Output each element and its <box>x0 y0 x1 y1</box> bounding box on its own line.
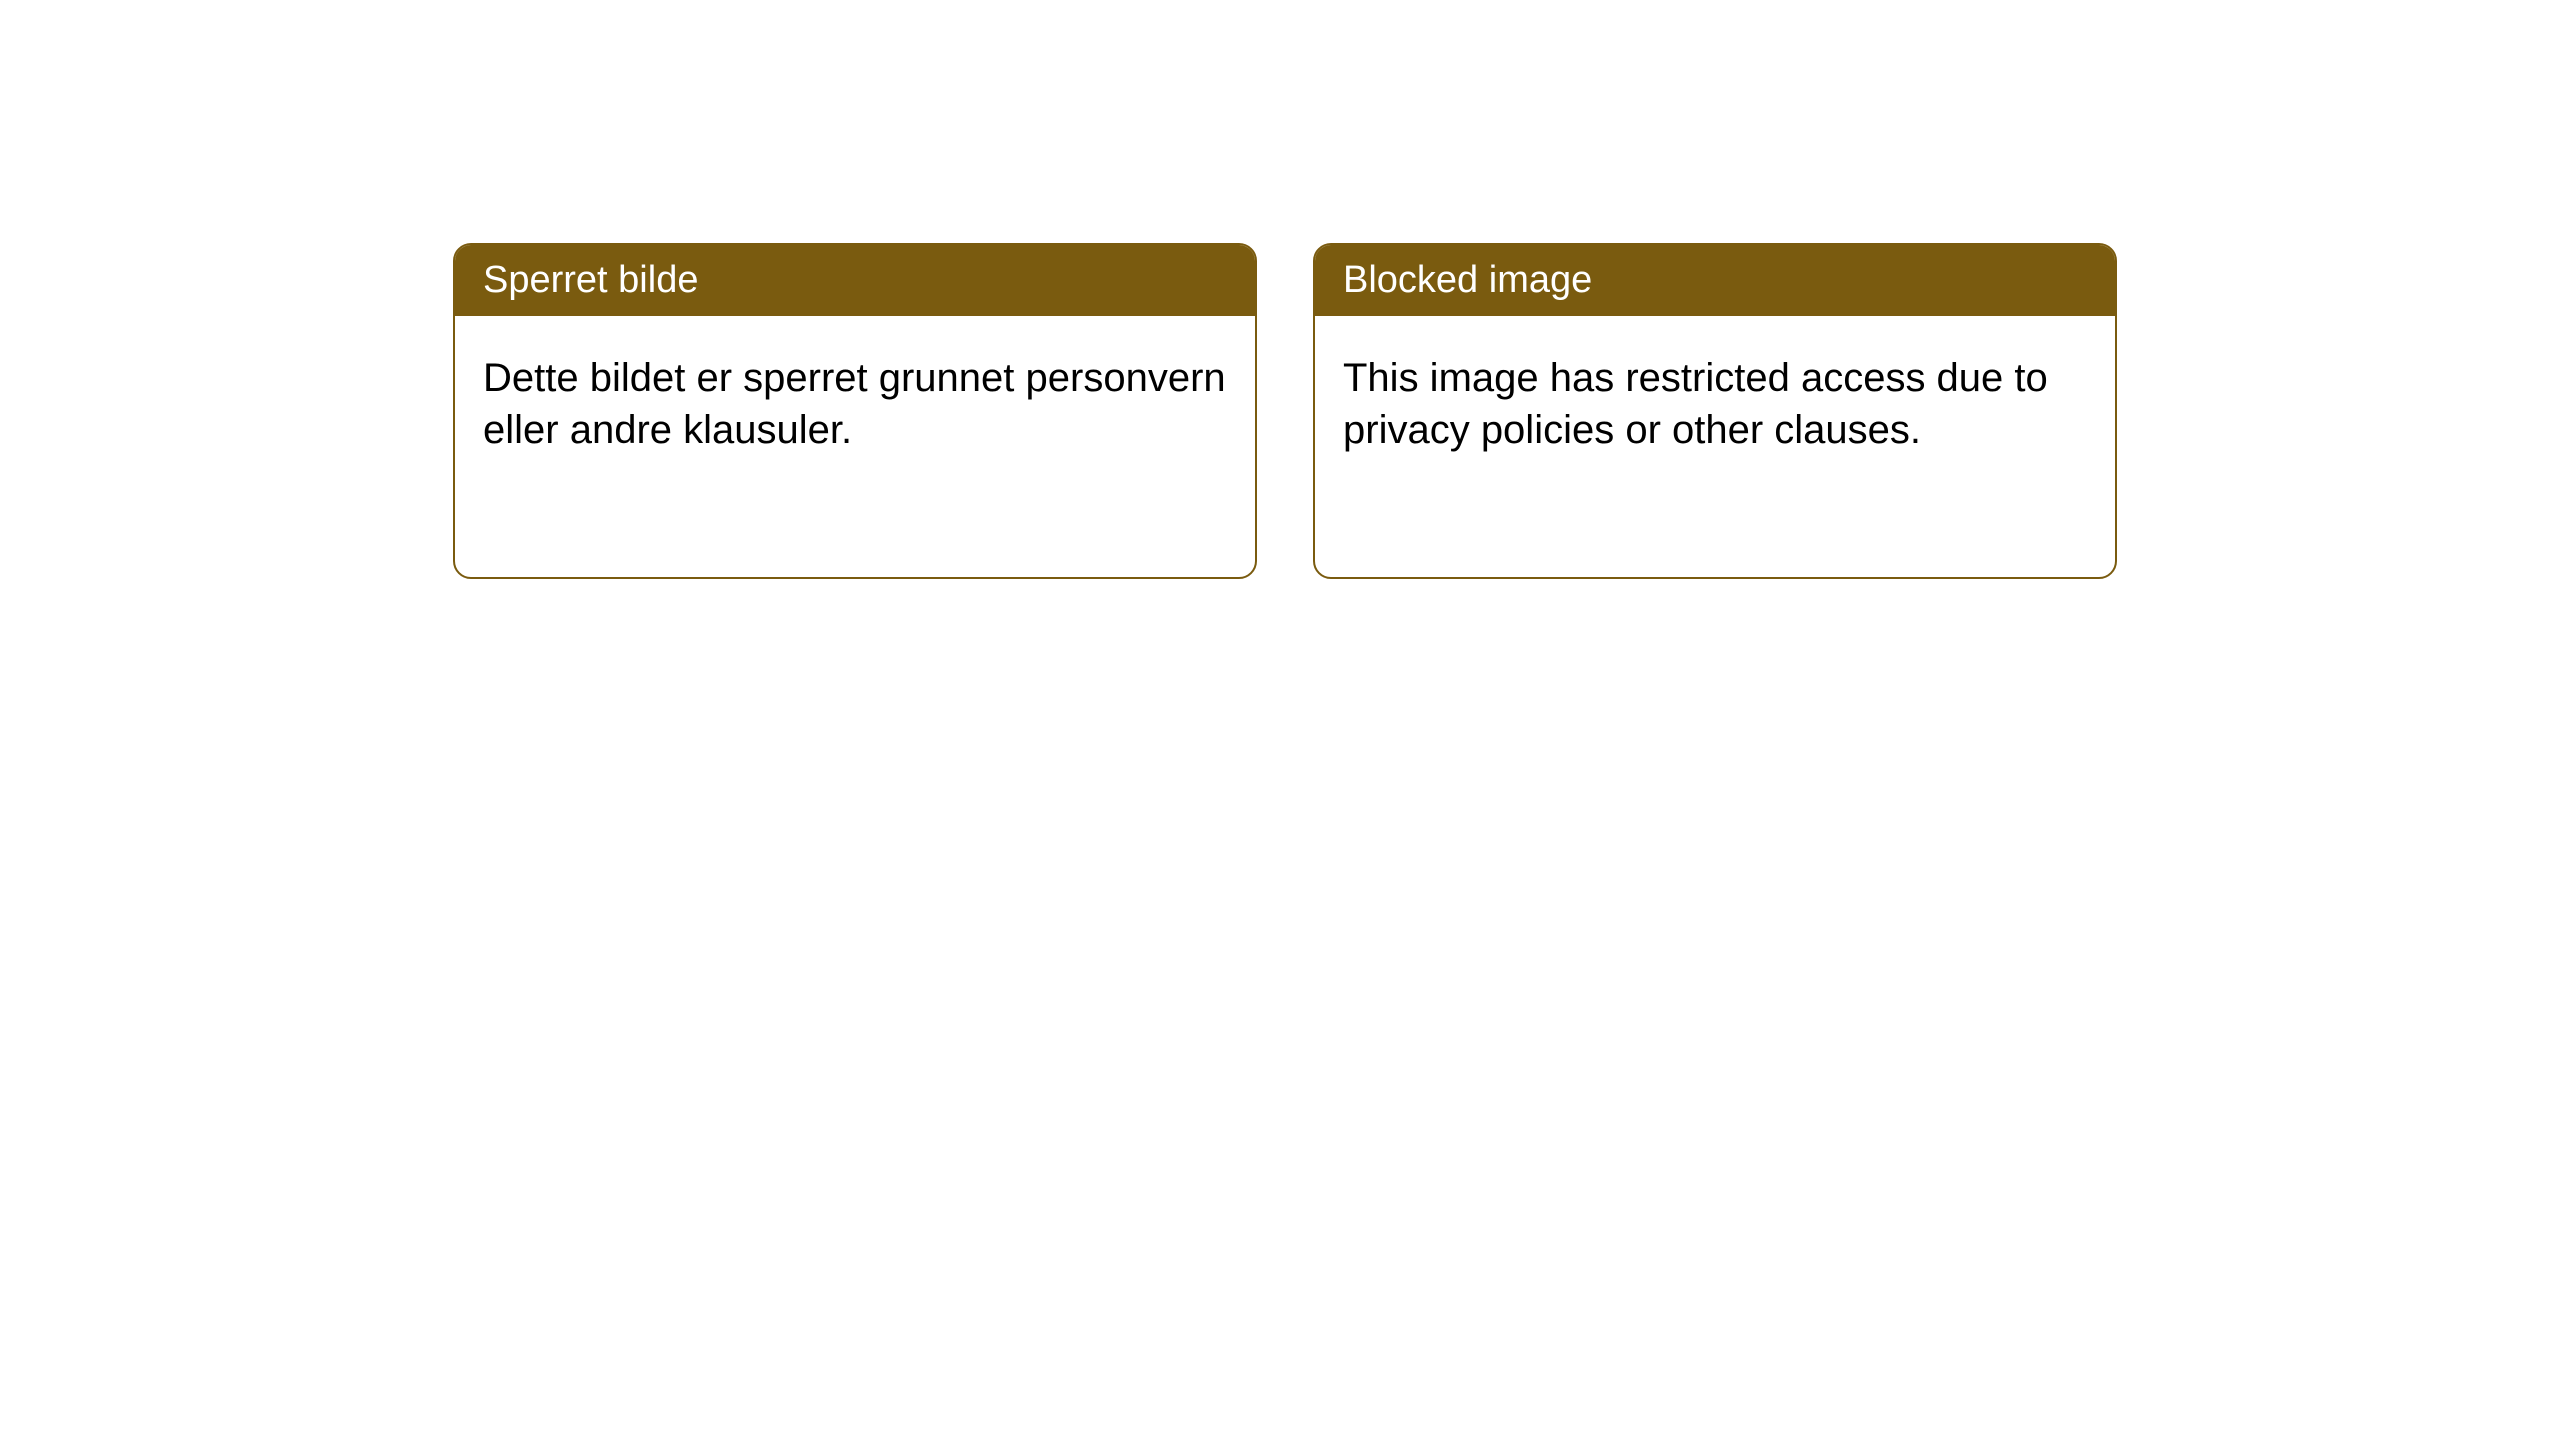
card-header: Blocked image <box>1315 245 2115 316</box>
card-body-text: Dette bildet er sperret grunnet personve… <box>483 356 1226 452</box>
card-body: Dette bildet er sperret grunnet personve… <box>455 316 1255 492</box>
notice-cards-container: Sperret bilde Dette bildet er sperret gr… <box>453 243 2117 579</box>
notice-card-english: Blocked image This image has restricted … <box>1313 243 2117 579</box>
card-body: This image has restricted access due to … <box>1315 316 2115 492</box>
card-body-text: This image has restricted access due to … <box>1343 356 2048 452</box>
notice-card-norwegian: Sperret bilde Dette bildet er sperret gr… <box>453 243 1257 579</box>
card-title: Blocked image <box>1343 259 1592 301</box>
card-title: Sperret bilde <box>483 259 698 301</box>
card-header: Sperret bilde <box>455 245 1255 316</box>
